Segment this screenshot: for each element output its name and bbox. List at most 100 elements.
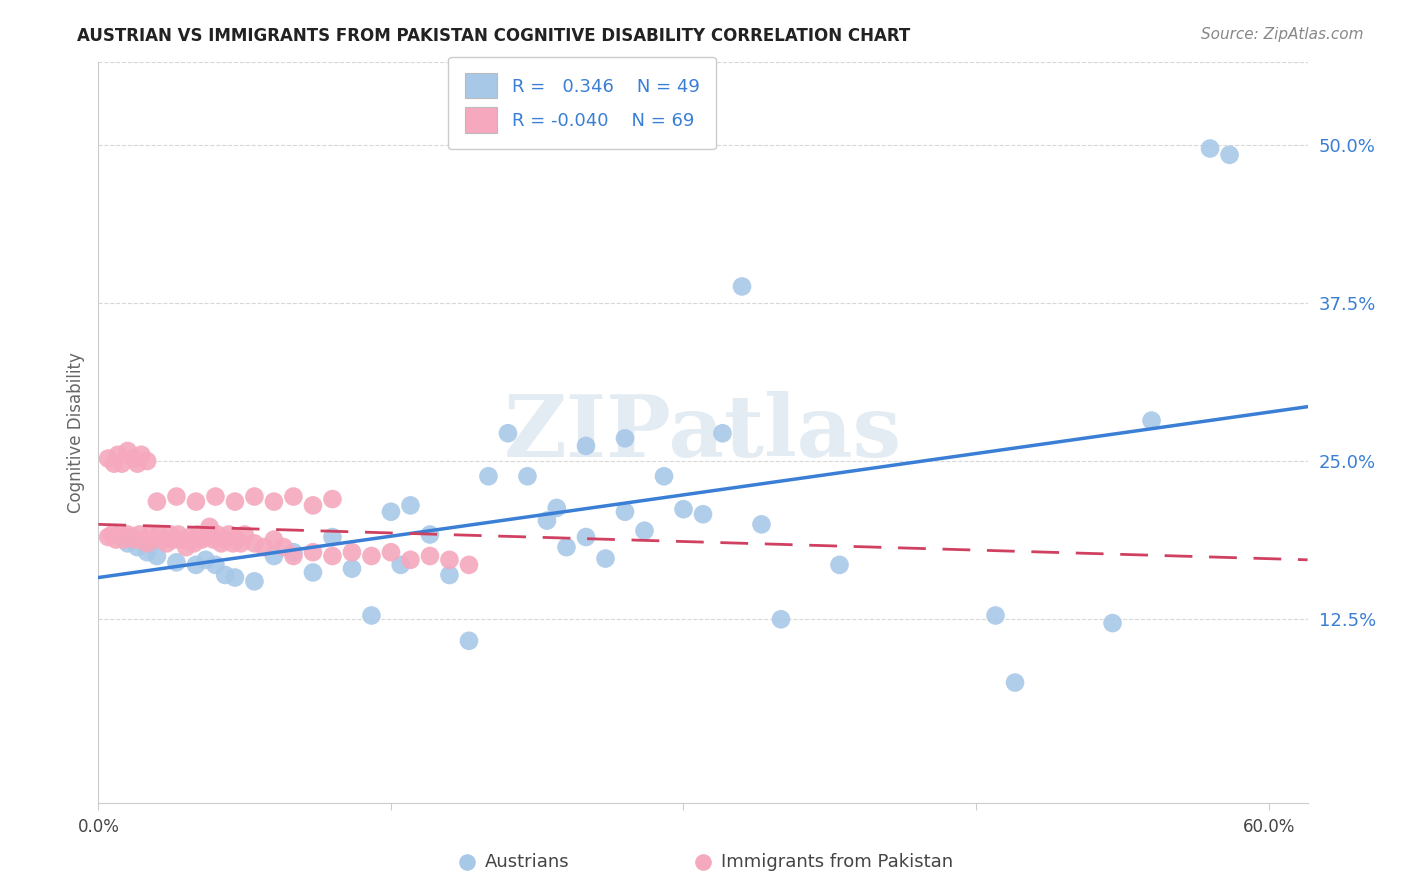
Point: [575, 530, 598, 544]
Point: [222, 536, 245, 550]
Point: [191, 533, 214, 547]
Point: [380, 505, 402, 519]
Point: [117, 444, 139, 458]
Point: [302, 545, 325, 559]
Point: [273, 540, 295, 554]
Point: [1199, 141, 1222, 155]
Point: [97, 451, 120, 466]
Point: [419, 549, 441, 563]
Point: [1063, 871, 1085, 886]
Point: [143, 533, 166, 547]
Point: [321, 530, 343, 544]
Point: [283, 549, 305, 563]
Point: [614, 431, 637, 445]
Point: [516, 469, 538, 483]
Point: [204, 558, 226, 572]
Point: [1101, 616, 1123, 631]
Point: [124, 533, 146, 547]
Point: [121, 530, 143, 544]
Point: [207, 527, 229, 541]
Point: [174, 540, 197, 554]
Point: [243, 574, 266, 589]
Text: Source: ZipAtlas.com: Source: ZipAtlas.com: [1201, 27, 1364, 42]
Point: [136, 545, 159, 559]
Point: [139, 527, 162, 541]
Point: [496, 426, 519, 441]
Point: [229, 536, 252, 550]
Point: [146, 494, 169, 508]
Point: [828, 558, 851, 572]
Point: [340, 545, 363, 559]
Point: [439, 568, 461, 582]
Point: [132, 533, 155, 547]
Point: [360, 549, 382, 563]
Point: [692, 508, 714, 522]
Point: [101, 527, 124, 541]
Point: [131, 448, 153, 462]
Point: [243, 490, 266, 504]
Point: [218, 527, 240, 541]
Point: [112, 533, 135, 547]
Point: [127, 540, 149, 554]
Point: [1140, 414, 1163, 428]
Point: [122, 451, 145, 466]
Point: [751, 517, 773, 532]
Point: [148, 527, 170, 541]
Point: [107, 448, 129, 462]
Point: [302, 566, 325, 580]
Point: [117, 527, 139, 541]
Point: [595, 551, 617, 566]
Point: [117, 536, 139, 550]
Point: [146, 549, 169, 563]
Point: [172, 533, 194, 547]
Point: [477, 469, 499, 483]
Point: [136, 536, 159, 550]
Point: [214, 568, 236, 582]
Point: [682, 871, 704, 886]
Point: [419, 527, 441, 541]
Point: [263, 549, 285, 563]
Point: [184, 494, 207, 508]
Text: AUSTRIAN VS IMMIGRANTS FROM PAKISTAN COGNITIVE DISABILITY CORRELATION CHART: AUSTRIAN VS IMMIGRANTS FROM PAKISTAN COG…: [77, 27, 911, 45]
Point: [204, 490, 226, 504]
Point: [243, 536, 266, 550]
Point: [225, 533, 247, 547]
Point: [399, 553, 422, 567]
Point: [555, 540, 578, 554]
Point: [152, 533, 174, 547]
Legend: R =   0.346    N = 49, R = -0.040    N = 69: R = 0.346 N = 49, R = -0.040 N = 69: [449, 57, 716, 149]
Point: [652, 469, 675, 483]
Point: [546, 500, 568, 515]
Point: [614, 505, 637, 519]
Point: [233, 527, 256, 541]
Y-axis label: Cognitive Disability: Cognitive Disability: [66, 352, 84, 513]
Point: [321, 491, 343, 506]
Text: Austrians: Austrians: [485, 853, 569, 871]
Point: [159, 527, 181, 541]
Point: [283, 490, 305, 504]
Point: [263, 494, 285, 508]
Point: [439, 553, 461, 567]
Point: [263, 533, 285, 547]
Point: [165, 490, 187, 504]
Point: [389, 558, 412, 572]
Point: [184, 558, 207, 572]
Point: [1219, 148, 1241, 162]
Point: [104, 533, 127, 547]
Point: [194, 553, 217, 567]
Text: ZIPatlas: ZIPatlas: [503, 391, 903, 475]
Point: [167, 527, 190, 541]
Point: [769, 612, 792, 626]
Point: [224, 494, 246, 508]
Text: Immigrants from Pakistan: Immigrants from Pakistan: [721, 853, 953, 871]
Point: [380, 545, 402, 559]
Point: [156, 536, 179, 550]
Point: [458, 558, 481, 572]
Point: [183, 536, 205, 550]
Point: [672, 502, 695, 516]
Point: [458, 633, 481, 648]
Point: [165, 555, 187, 569]
Point: [1004, 675, 1026, 690]
Point: [253, 540, 276, 554]
Point: [136, 454, 159, 468]
